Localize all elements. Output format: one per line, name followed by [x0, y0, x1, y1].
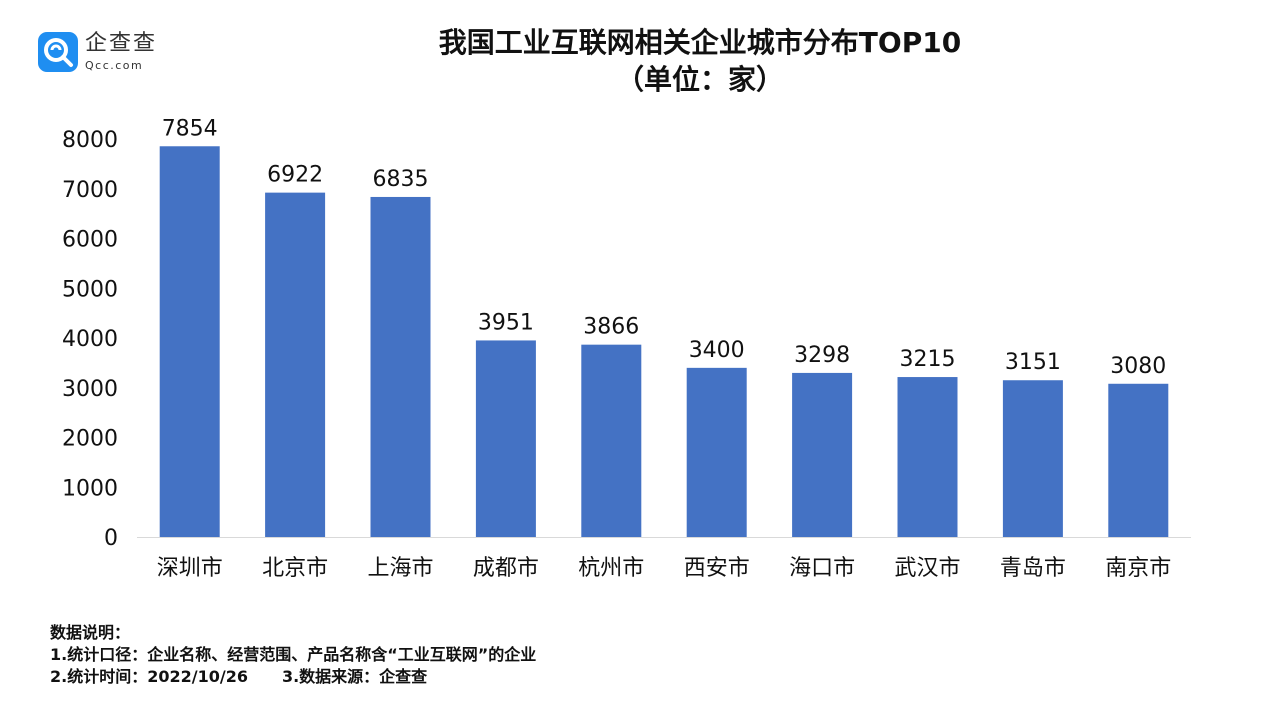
y-tick-label: 3000: [62, 377, 118, 402]
bar-value-label: 3298: [794, 343, 850, 368]
logo-name-en: Qcc.com: [85, 59, 144, 72]
bar-value-label: 6835: [373, 167, 429, 192]
x-tick-label: 武汉市: [894, 556, 960, 581]
bar-value-label: 3866: [583, 315, 639, 340]
y-tick-label: 2000: [62, 427, 118, 452]
bar: [265, 192, 326, 537]
bar-value-label: 7854: [162, 116, 218, 141]
bar-value-label: 3400: [689, 338, 745, 363]
bar: [1002, 380, 1063, 537]
y-tick-label: 8000: [62, 128, 118, 153]
data-notes: 数据说明： 1.统计口径：企业名称、经营范围、产品名称含“工业互联网”的企业 2…: [50, 622, 536, 688]
bar: [1108, 383, 1169, 537]
bar: [792, 372, 853, 537]
x-tick-label: 南京市: [1105, 556, 1171, 581]
notes-line-time-source: 2.统计时间：2022/10/26 3.数据来源：企查查: [50, 666, 536, 688]
x-tick-label: 西安市: [684, 556, 750, 581]
brand-logo: 企查查 Qcc.com: [38, 30, 157, 74]
bar: [159, 146, 220, 538]
magnifier-q-icon: [38, 32, 78, 72]
bar: [475, 340, 536, 537]
y-tick-label: 1000: [62, 476, 118, 501]
chart-title-block: 我国工业互联网相关企业城市分布TOP10 （单位：家）: [300, 24, 1100, 98]
bar-chart: 0 1000 2000 3000 4000 5000 6000 7000 8000 7854 深圳市…: [62, 116, 1191, 581]
notes-source: 3.数据来源：企查查: [281, 667, 428, 686]
x-tick-label: 青岛市: [1000, 556, 1066, 581]
x-tick-label: 深圳市: [157, 556, 223, 581]
y-tick-label: 5000: [62, 277, 118, 302]
bar-value-label: 3951: [478, 310, 534, 335]
bar: [686, 367, 747, 537]
y-tick-label: 7000: [62, 178, 118, 203]
x-tick-label: 北京市: [262, 556, 328, 581]
bar: [581, 344, 642, 537]
bar: [370, 196, 431, 538]
bar-value-label: 6922: [267, 163, 323, 188]
y-tick-label: 6000: [62, 228, 118, 253]
x-tick-label: 上海市: [367, 556, 433, 581]
bar-value-label: 3151: [1005, 350, 1061, 375]
chart-title: 我国工业互联网相关企业城市分布TOP10: [438, 26, 962, 59]
x-tick-label: 杭州市: [578, 556, 644, 581]
bar-value-label: 3080: [1110, 354, 1166, 379]
y-tick-label: 4000: [62, 327, 118, 352]
bar-value-label: 3215: [900, 347, 956, 372]
chart-subtitle: （单位：家）: [615, 63, 784, 96]
y-tick-label: 0: [104, 526, 118, 551]
logo-name-cn: 企查查: [85, 31, 158, 56]
x-tick-label: 海口市: [789, 556, 855, 581]
notes-line-scope: 1.统计口径：企业名称、经营范围、产品名称含“工业互联网”的企业: [50, 645, 537, 664]
bar: [897, 377, 958, 537]
x-tick-label: 成都市: [473, 556, 539, 581]
notes-heading: 数据说明：: [50, 623, 131, 642]
notes-stat-time: 2.统计时间：2022/10/26: [50, 667, 248, 686]
